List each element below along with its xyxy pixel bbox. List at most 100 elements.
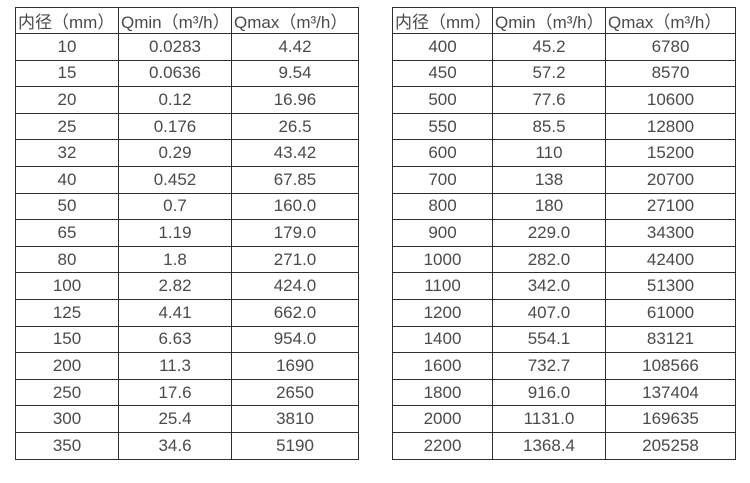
cell-qmax: 43.42 — [231, 139, 359, 167]
cell-diameter: 550 — [392, 112, 493, 141]
table-row: 25 0.176 26.5 — [15, 112, 359, 141]
table-row: 900 229.0 34300 — [392, 219, 736, 247]
cell-qmin: 0.0636 — [118, 59, 232, 88]
table-row: 50 0.7 160.0 — [15, 192, 359, 221]
table-row: 15 0.0636 9.54 — [15, 59, 359, 88]
cell-qmin: 0.7 — [118, 192, 232, 221]
cell-diameter: 25 — [15, 112, 119, 141]
cell-qmin: 1.8 — [118, 245, 232, 274]
cell-diameter: 20 — [15, 86, 119, 114]
cell-qmin: 4.41 — [118, 298, 232, 327]
cell-diameter: 10 — [15, 33, 119, 61]
cell-qmin: 282.0 — [492, 245, 606, 274]
cell-diameter: 40 — [15, 165, 119, 194]
table-row: 40 0.452 67.85 — [15, 165, 359, 194]
cell-qmin: 34.6 — [118, 431, 232, 460]
cell-qmax: 27100 — [605, 192, 736, 221]
cell-qmax: 20700 — [605, 165, 736, 194]
table-row: 65 1.19 179.0 — [15, 219, 359, 247]
cell-diameter: 200 — [15, 352, 119, 380]
table-row: 800 180 27100 — [392, 192, 736, 221]
table-row: 600 110 15200 — [392, 139, 736, 167]
table-row: 550 85.5 12800 — [392, 112, 736, 141]
cell-qmax: 954.0 — [231, 325, 359, 354]
cell-diameter: 15 — [15, 59, 119, 88]
table-row: 125 4.41 662.0 — [15, 298, 359, 327]
cell-diameter: 65 — [15, 219, 119, 247]
cell-qmax: 179.0 — [231, 219, 359, 247]
cell-qmax: 51300 — [605, 272, 736, 300]
table-row: 500 77.6 10600 — [392, 86, 736, 114]
cell-qmin: 229.0 — [492, 219, 606, 247]
column-header: Qmax（m³/h） — [231, 7, 359, 34]
cell-diameter: 1800 — [392, 378, 493, 407]
cell-qmin: 45.2 — [492, 33, 606, 61]
cell-qmin: 407.0 — [492, 298, 606, 327]
table-row: 10 0.0283 4.42 — [15, 33, 359, 61]
cell-qmax: 137404 — [605, 378, 736, 407]
table-row: 1600 732.7 108566 — [392, 352, 736, 380]
cell-qmin: 0.0283 — [118, 33, 232, 61]
cell-qmax: 5190 — [231, 431, 359, 460]
table-row: 250 17.6 2650 — [15, 378, 359, 407]
cell-qmax: 15200 — [605, 139, 736, 167]
cell-diameter: 150 — [15, 325, 119, 354]
table-row: 450 57.2 8570 — [392, 59, 736, 88]
cell-diameter: 1600 — [392, 352, 493, 380]
cell-diameter: 1100 — [392, 272, 493, 300]
cell-diameter: 300 — [15, 405, 119, 433]
cell-diameter: 350 — [15, 431, 119, 460]
cell-qmin: 1131.0 — [492, 405, 606, 433]
cell-diameter: 250 — [15, 378, 119, 407]
column-header: Qmax（m³/h） — [605, 7, 736, 34]
cell-qmax: 8570 — [605, 59, 736, 88]
cell-qmax: 83121 — [605, 325, 736, 354]
table-row: 200 11.3 1690 — [15, 352, 359, 380]
header-row: 内径（mm） Qmin（m³/h） Qmax（m³/h） — [392, 7, 736, 34]
cell-qmax: 42400 — [605, 245, 736, 274]
table-row: 1000 282.0 42400 — [392, 245, 736, 274]
cell-qmin: 17.6 — [118, 378, 232, 407]
header-row: 内径（mm） Qmin（m³/h） Qmax（m³/h） — [15, 7, 359, 34]
column-header: 内径（mm） — [392, 7, 493, 34]
cell-qmin: 25.4 — [118, 405, 232, 433]
cell-qmax: 662.0 — [231, 298, 359, 327]
table-row: 1400 554.1 83121 — [392, 325, 736, 354]
table-row: 1100 342.0 51300 — [392, 272, 736, 300]
cell-diameter: 100 — [15, 272, 119, 300]
cell-qmax: 16.96 — [231, 86, 359, 114]
cell-diameter: 800 — [392, 192, 493, 221]
table-row: 300 25.4 3810 — [15, 405, 359, 433]
cell-qmax: 10600 — [605, 86, 736, 114]
cell-qmax: 61000 — [605, 298, 736, 327]
column-header: Qmin（m³/h） — [492, 7, 606, 34]
cell-qmax: 9.54 — [231, 59, 359, 88]
cell-qmin: 0.29 — [118, 139, 232, 167]
cell-qmax: 108566 — [605, 352, 736, 380]
cell-diameter: 600 — [392, 139, 493, 167]
cell-qmax: 1690 — [231, 352, 359, 380]
table-row: 150 6.63 954.0 — [15, 325, 359, 354]
cell-qmax: 26.5 — [231, 112, 359, 141]
cell-qmin: 0.12 — [118, 86, 232, 114]
cell-qmin: 342.0 — [492, 272, 606, 300]
table-row: 2200 1368.4 205258 — [392, 431, 736, 460]
cell-qmax: 34300 — [605, 219, 736, 247]
table-row: 2000 1131.0 169635 — [392, 405, 736, 433]
cell-diameter: 50 — [15, 192, 119, 221]
cell-qmin: 554.1 — [492, 325, 606, 354]
cell-qmin: 57.2 — [492, 59, 606, 88]
table-row: 100 2.82 424.0 — [15, 272, 359, 300]
flow-spec-table-right: 内径（mm） Qmin（m³/h） Qmax（m³/h） 400 45.2 6780 450… — [392, 7, 736, 460]
cell-diameter: 500 — [392, 86, 493, 114]
table-row: 400 45.2 6780 — [392, 33, 736, 61]
cell-qmin: 110 — [492, 139, 606, 167]
cell-diameter: 900 — [392, 219, 493, 247]
cell-diameter: 700 — [392, 165, 493, 194]
cell-qmin: 1368.4 — [492, 431, 606, 460]
flow-spec-table-left: 内径（mm） Qmin（m³/h） Qmax（m³/h） 10 0.0283 4.42 15… — [15, 7, 359, 460]
cell-qmin: 0.176 — [118, 112, 232, 141]
cell-qmax: 424.0 — [231, 272, 359, 300]
cell-qmax: 4.42 — [231, 33, 359, 61]
